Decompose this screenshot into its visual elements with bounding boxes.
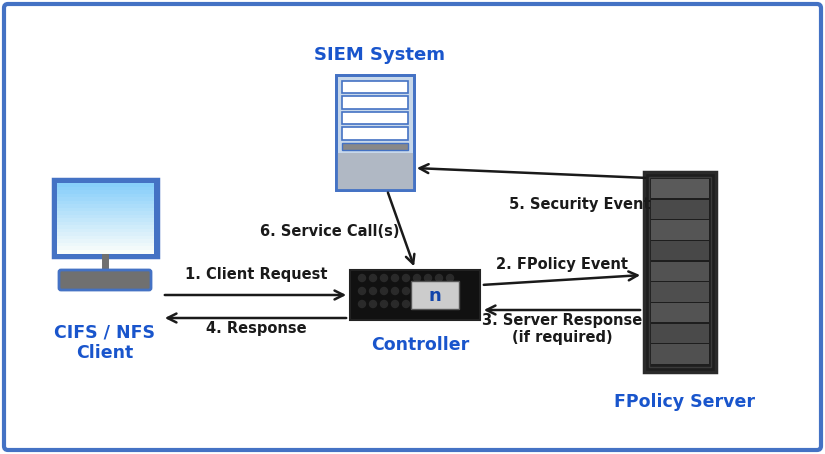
Circle shape [436, 301, 442, 307]
FancyBboxPatch shape [651, 200, 709, 219]
FancyBboxPatch shape [342, 96, 408, 109]
Circle shape [359, 275, 365, 281]
Text: Controller: Controller [371, 336, 469, 354]
Circle shape [436, 287, 442, 295]
Text: SIEM System: SIEM System [314, 46, 446, 64]
FancyBboxPatch shape [56, 250, 153, 253]
FancyBboxPatch shape [651, 344, 709, 364]
FancyBboxPatch shape [59, 270, 151, 290]
FancyBboxPatch shape [651, 179, 709, 198]
Text: 5. Security Event: 5. Security Event [509, 197, 651, 212]
FancyBboxPatch shape [651, 324, 709, 343]
Text: 2. FPolicy Event: 2. FPolicy Event [496, 257, 628, 272]
Text: FPolicy Server: FPolicy Server [615, 393, 756, 411]
Circle shape [446, 301, 454, 307]
Circle shape [446, 275, 454, 281]
Circle shape [413, 301, 421, 307]
Circle shape [370, 275, 376, 281]
Circle shape [403, 275, 409, 281]
FancyBboxPatch shape [56, 239, 153, 243]
FancyBboxPatch shape [56, 246, 153, 250]
FancyBboxPatch shape [350, 270, 480, 320]
FancyBboxPatch shape [336, 153, 414, 189]
Circle shape [370, 301, 376, 307]
FancyBboxPatch shape [53, 179, 158, 257]
FancyBboxPatch shape [336, 74, 414, 189]
FancyBboxPatch shape [342, 80, 408, 93]
Circle shape [359, 301, 365, 307]
FancyBboxPatch shape [342, 143, 408, 149]
Circle shape [413, 275, 421, 281]
Circle shape [425, 287, 431, 295]
FancyBboxPatch shape [56, 197, 153, 201]
Circle shape [446, 287, 454, 295]
FancyBboxPatch shape [651, 282, 709, 301]
FancyBboxPatch shape [411, 281, 459, 309]
Circle shape [370, 287, 376, 295]
FancyBboxPatch shape [56, 214, 153, 218]
Text: 4. Response: 4. Response [205, 321, 306, 336]
FancyBboxPatch shape [56, 232, 153, 236]
FancyBboxPatch shape [651, 220, 709, 240]
Circle shape [413, 287, 421, 295]
FancyBboxPatch shape [56, 201, 153, 204]
FancyBboxPatch shape [644, 172, 716, 372]
FancyBboxPatch shape [4, 4, 821, 450]
Circle shape [359, 287, 365, 295]
FancyBboxPatch shape [56, 225, 153, 229]
Circle shape [403, 287, 409, 295]
FancyBboxPatch shape [56, 207, 153, 212]
FancyBboxPatch shape [56, 222, 153, 226]
FancyBboxPatch shape [651, 303, 709, 322]
FancyBboxPatch shape [56, 228, 153, 232]
Circle shape [425, 301, 431, 307]
Circle shape [380, 301, 388, 307]
FancyBboxPatch shape [56, 236, 153, 240]
FancyBboxPatch shape [56, 193, 153, 197]
Circle shape [392, 301, 398, 307]
Circle shape [392, 287, 398, 295]
FancyBboxPatch shape [56, 183, 153, 187]
Text: n: n [429, 287, 441, 305]
Circle shape [425, 275, 431, 281]
FancyBboxPatch shape [342, 112, 408, 124]
Circle shape [392, 275, 398, 281]
FancyBboxPatch shape [56, 211, 153, 215]
Text: 1. Client Request: 1. Client Request [185, 267, 328, 282]
FancyBboxPatch shape [651, 241, 709, 260]
FancyBboxPatch shape [342, 127, 408, 140]
Circle shape [380, 275, 388, 281]
FancyBboxPatch shape [56, 190, 153, 194]
FancyBboxPatch shape [651, 262, 709, 281]
FancyBboxPatch shape [56, 204, 153, 208]
Text: CIFS / NFS
Client: CIFS / NFS Client [54, 324, 155, 362]
FancyBboxPatch shape [56, 242, 153, 247]
Text: 3. Server Response
(if required): 3. Server Response (if required) [482, 313, 642, 345]
Text: 6. Service Call(s): 6. Service Call(s) [260, 224, 400, 240]
Circle shape [380, 287, 388, 295]
FancyBboxPatch shape [56, 218, 153, 222]
FancyBboxPatch shape [56, 187, 153, 191]
Circle shape [403, 301, 409, 307]
Circle shape [436, 275, 442, 281]
